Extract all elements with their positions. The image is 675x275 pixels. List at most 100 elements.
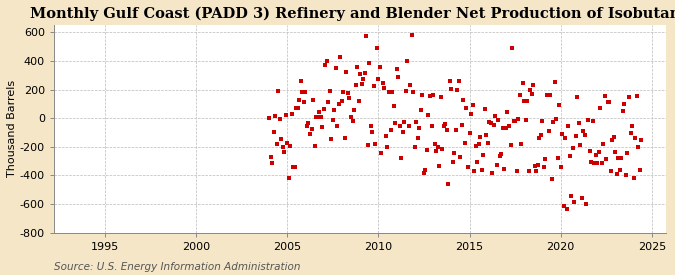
Point (353, 99, 364, 104)
Point (387, 90, 398, 95)
Point (497, 126, 508, 131)
Point (624, 95, 634, 99)
Point (300, 90, 311, 94)
Point (331, 66, 342, 70)
Point (517, 81, 528, 85)
Point (630, 136, 641, 140)
Point (583, 118, 593, 122)
Point (554, 103, 564, 107)
Point (408, 90, 418, 95)
Point (507, 46, 518, 50)
Point (268, 130, 279, 134)
Point (320, 63, 331, 68)
Point (355, 72, 366, 76)
Point (533, 163, 543, 167)
Point (393, 75, 404, 79)
Point (271, 142, 282, 146)
Point (405, 83, 416, 87)
Point (560, 136, 570, 140)
Point (356, 82, 367, 86)
Point (416, 108, 427, 113)
Point (373, 77, 384, 81)
Point (291, 106, 302, 111)
Point (341, 70, 352, 74)
Point (333, 102, 344, 106)
Point (285, 144, 296, 148)
Point (519, 99, 530, 103)
Point (267, 160, 277, 165)
Point (505, 142, 516, 147)
Point (481, 133, 491, 138)
Point (450, 128, 461, 132)
Point (310, 114, 321, 119)
Point (580, 133, 591, 137)
Point (340, 136, 350, 141)
Point (636, 138, 647, 142)
Point (443, 182, 454, 186)
Point (523, 169, 534, 174)
Point (478, 153, 489, 157)
Point (365, 123, 376, 128)
Point (398, 129, 408, 134)
Point (551, 117, 562, 121)
Point (516, 142, 526, 147)
Point (520, 117, 531, 122)
Point (466, 111, 477, 116)
Point (369, 84, 379, 88)
Point (441, 127, 452, 132)
Point (281, 140, 292, 145)
Point (350, 83, 361, 87)
Point (422, 148, 433, 153)
Point (317, 125, 327, 129)
Point (288, 164, 299, 169)
Point (381, 134, 392, 138)
Point (490, 113, 501, 118)
Point (468, 169, 479, 173)
Point (370, 142, 381, 146)
Point (362, 143, 373, 147)
Point (619, 102, 630, 106)
Point (402, 59, 412, 64)
Point (319, 107, 329, 112)
Point (456, 123, 467, 127)
Point (404, 124, 414, 129)
Point (376, 151, 387, 156)
Point (586, 160, 597, 164)
Point (483, 141, 493, 146)
Point (552, 156, 563, 160)
Point (389, 121, 400, 125)
Point (279, 149, 290, 154)
Point (578, 128, 589, 133)
Point (487, 171, 497, 175)
Point (558, 204, 569, 208)
Point (274, 117, 285, 122)
Point (426, 124, 437, 128)
Point (383, 90, 394, 94)
Point (347, 119, 358, 123)
Point (284, 176, 294, 180)
Title: Monthly Gulf Coast (PADD 3) Refinery and Blender Net Production of Isobutane: Monthly Gulf Coast (PADD 3) Refinery and… (30, 7, 675, 21)
Point (438, 124, 449, 128)
Point (572, 95, 583, 99)
Point (632, 145, 643, 149)
Point (489, 123, 500, 127)
Point (541, 93, 552, 97)
Point (313, 115, 323, 119)
Point (547, 120, 558, 124)
Text: Source: U.S. Energy Information Administration: Source: U.S. Energy Information Administ… (54, 262, 300, 272)
Point (332, 124, 343, 128)
Point (568, 146, 578, 151)
Point (269, 114, 280, 118)
Point (549, 80, 560, 85)
Point (455, 155, 466, 159)
Point (379, 86, 390, 90)
Point (576, 196, 587, 200)
Point (298, 99, 309, 104)
Point (581, 202, 592, 206)
Point (605, 169, 616, 173)
Point (275, 136, 286, 141)
Point (458, 98, 469, 102)
Point (473, 142, 484, 146)
Point (412, 136, 423, 140)
Point (315, 115, 326, 120)
